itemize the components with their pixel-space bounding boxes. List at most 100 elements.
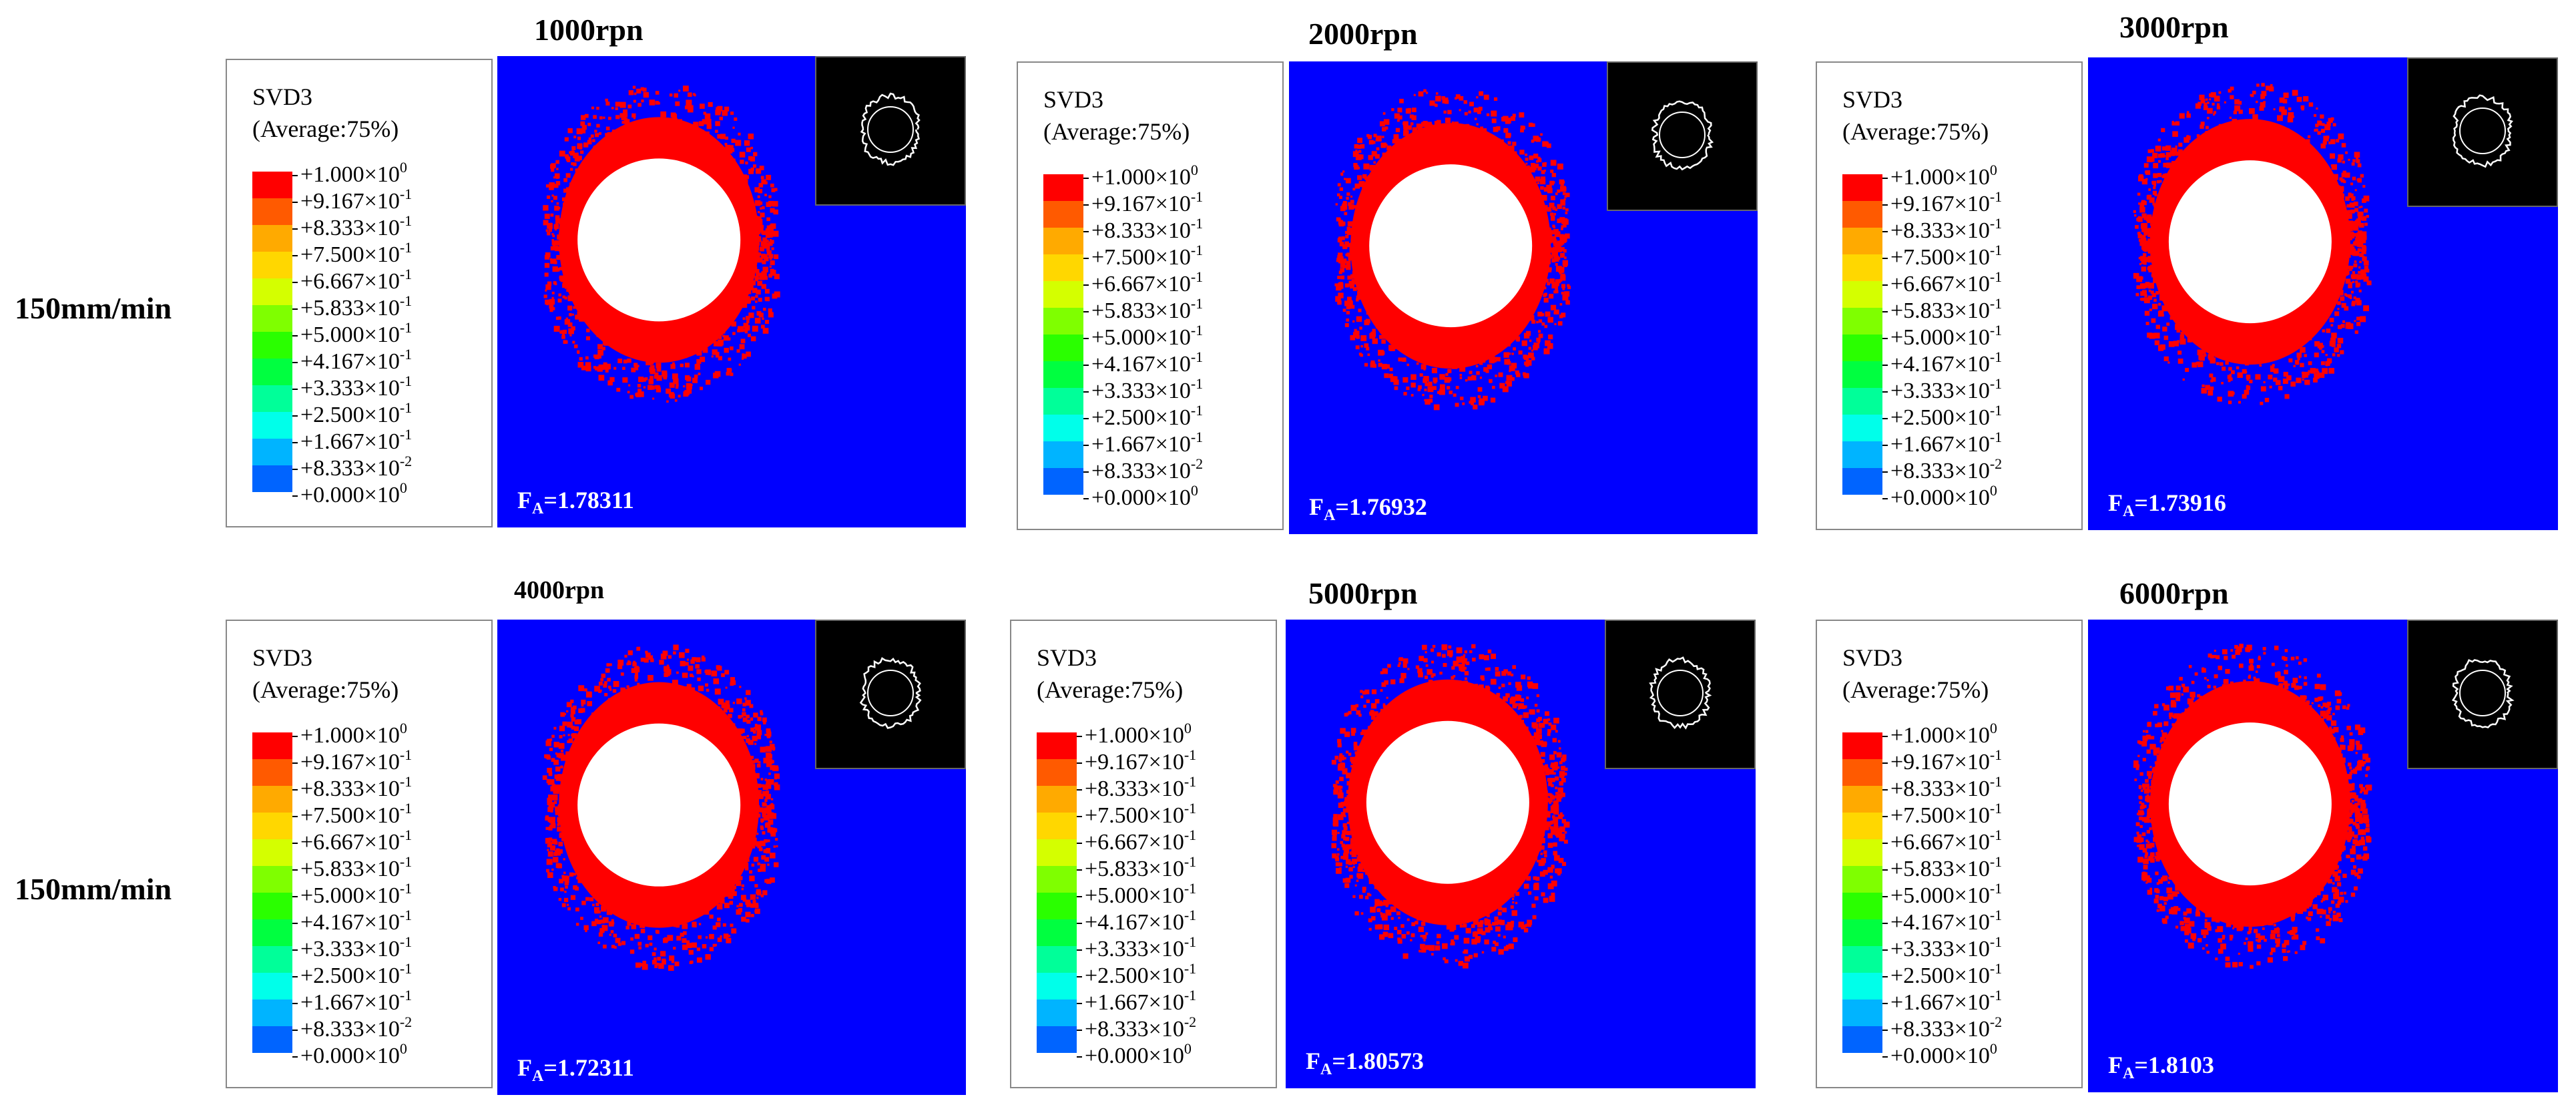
colorbar-swatch: [1043, 201, 1083, 228]
legend-tick-label: +6.667×10-1: [1083, 270, 1203, 298]
damage-speckle: [2133, 83, 2372, 405]
legend-tick-label: +1.667×10-1: [1882, 988, 2002, 1016]
hole-contour-icon: [1651, 100, 1714, 171]
legend-variable-name: SVD3: [252, 83, 313, 110]
legend-colorbar: [252, 172, 292, 492]
spindle-speed-title: 3000rpn: [2119, 10, 2229, 44]
colorbar-swatch: [252, 359, 292, 385]
legend-tick-label: +6.667×10-1: [1882, 270, 2002, 298]
colorbar-swatch: [1842, 946, 1882, 973]
drilled-hole: [577, 158, 741, 322]
hole-contour-icon: [1649, 656, 1712, 730]
legend-tick-label: +4.167×10-1: [292, 347, 412, 375]
damage-speckle: [542, 644, 780, 971]
colorbar-swatch: [1043, 334, 1083, 361]
colorbar-swatch: [1842, 1026, 1882, 1053]
legend-tick-label: +8.333×10-1: [292, 774, 412, 803]
delamination-factor-label: FA=1.72311: [517, 1054, 634, 1085]
colorbar-swatch: [252, 305, 292, 332]
legend-tick-label: +5.000×10-1: [1882, 881, 2002, 909]
legend-tick-label: +3.333×10-1: [1882, 935, 2002, 963]
colorbar-swatch: [1037, 1026, 1077, 1053]
colorbar-swatch: [252, 786, 292, 813]
colorbar-swatch: [252, 1026, 292, 1053]
colorbar-swatch: [252, 813, 292, 839]
inset-micrograph: [1605, 620, 1756, 769]
colorbar-swatch: [1842, 174, 1882, 201]
colorbar-swatch: [1037, 893, 1077, 919]
legend-tick-label: +6.667×10-1: [292, 267, 412, 295]
row-label-feed-rate: 150mm/min: [15, 291, 172, 325]
legend-tick-label: +8.333×10-2: [1882, 1015, 2002, 1043]
colorbar-swatch: [1842, 201, 1882, 228]
spindle-speed-title: 1000rpn: [534, 13, 643, 47]
hole-contour-icon: [860, 92, 921, 166]
hole-contour-icon: [2452, 94, 2513, 168]
legend-tick-label: +5.000×10-1: [292, 881, 412, 909]
colorbar-swatch: [1043, 254, 1083, 281]
drilled-hole: [2168, 160, 2332, 324]
legend-tick-label: +5.000×10-1: [1882, 323, 2002, 351]
damage-contour-plot: FA=1.72311: [497, 620, 966, 1095]
colorbar-swatch: [1842, 281, 1882, 308]
legend-averaging: (Average:75%): [252, 676, 399, 703]
legend-tick-label: +8.333×10-1: [292, 214, 412, 242]
legend-averaging: (Average:75%): [1037, 676, 1184, 703]
colorbar-swatch: [252, 198, 292, 225]
contour-legend: SVD3 (Average:75%) +1.000×100 +9.167×10-1 +8…: [1816, 620, 2083, 1088]
colorbar-swatch: [252, 385, 292, 412]
legend-tick-label: +1.667×10-1: [1882, 430, 2002, 458]
inset-micrograph: [815, 56, 966, 206]
legend-variable-name: SVD3: [1043, 86, 1104, 113]
spindle-speed-title: 2000rpn: [1308, 17, 1418, 51]
colorbar-swatch: [1043, 441, 1083, 468]
damage-speckle: [2133, 644, 2372, 969]
colorbar-swatch: [1037, 786, 1077, 813]
colorbar-swatch: [1842, 388, 1882, 415]
colorbar-swatch: [1043, 228, 1083, 254]
legend-variable-name: SVD3: [1842, 644, 1903, 671]
damage-speckle: [543, 85, 780, 403]
hole-contour-icon: [859, 657, 922, 729]
hole-damage-field: [2133, 644, 2372, 969]
colorbar-swatch: [252, 252, 292, 278]
colorbar-swatch: [1037, 839, 1077, 866]
colorbar-swatch: [1037, 973, 1077, 999]
legend-tick-label: +2.500×10-1: [292, 401, 412, 429]
legend-tick-label: +9.167×10-1: [1882, 190, 2002, 218]
hole-damage-field: [542, 644, 780, 971]
legend-tick-label: +0.000×100: [1882, 1042, 2002, 1070]
legend-variable-name: SVD3: [1037, 644, 1097, 671]
colorbar-swatch: [1842, 468, 1882, 495]
legend-averaging: (Average:75%): [1842, 676, 1989, 703]
colorbar-swatch: [1037, 946, 1077, 973]
legend-tick-label: +1.000×100: [292, 721, 412, 749]
colorbar-swatch: [1043, 174, 1083, 201]
legend-tick-label: +8.333×10-2: [1083, 457, 1203, 485]
legend-tick-label: +0.000×100: [1076, 1042, 1196, 1070]
legend-tick-label: +0.000×100: [292, 481, 412, 509]
colorbar-swatch: [1043, 468, 1083, 495]
colorbar-swatch: [252, 866, 292, 893]
legend-tick-labels: +1.000×100 +9.167×10-1 +8.333×10-1 +7.500×1…: [1076, 721, 1196, 1070]
colorbar-swatch: [1043, 388, 1083, 415]
spindle-speed-title: 6000rpn: [2119, 576, 2229, 610]
legend-tick-label: +9.167×10-1: [1882, 748, 2002, 776]
colorbar-swatch: [252, 839, 292, 866]
legend-tick-label: +8.333×10-1: [1882, 774, 2002, 803]
legend-tick-labels: +1.000×100 +9.167×10-1 +8.333×10-1 +7.500×1…: [1083, 163, 1203, 511]
hole-damage-field: [2133, 83, 2372, 405]
hole-contour-icon: [2451, 659, 2515, 728]
legend-colorbar: [1043, 174, 1083, 495]
legend-tick-labels: +1.000×100 +9.167×10-1 +8.333×10-1 +7.500×1…: [292, 721, 412, 1070]
legend-tick-label: +5.000×10-1: [1083, 323, 1203, 351]
colorbar-swatch: [1842, 415, 1882, 441]
legend-tick-label: +1.667×10-1: [292, 988, 412, 1016]
drilled-hole: [1369, 164, 1533, 328]
legend-tick-label: +0.000×100: [1882, 483, 2002, 511]
legend-tick-label: +5.000×10-1: [1076, 881, 1196, 909]
legend-tick-label: +8.333×10-2: [292, 1015, 412, 1043]
colorbar-swatch: [1842, 308, 1882, 334]
legend-tick-label: +5.833×10-1: [292, 855, 412, 883]
legend-tick-label: +7.500×10-1: [292, 240, 412, 268]
